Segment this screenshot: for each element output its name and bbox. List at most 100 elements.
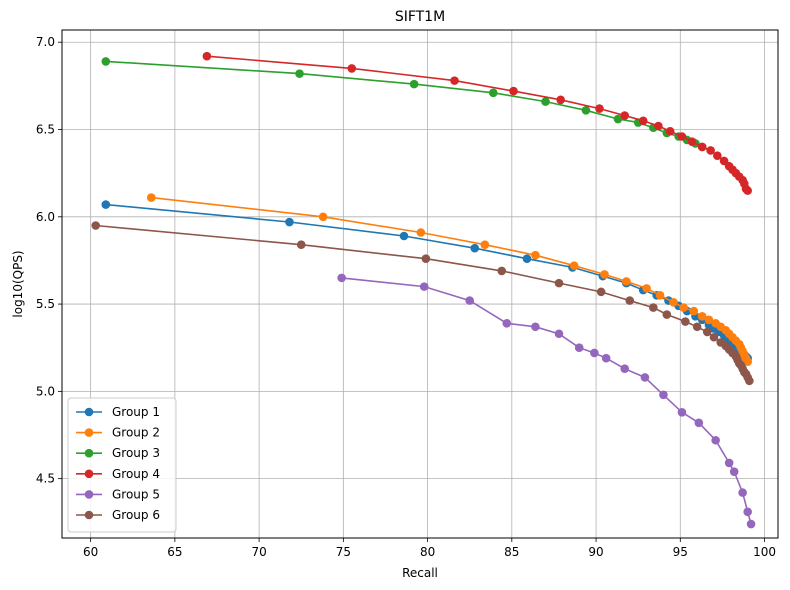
- data-point: [743, 507, 752, 517]
- data-point: [702, 327, 712, 337]
- data-point: [101, 57, 111, 66]
- y-tick-label: 4.5: [36, 472, 55, 486]
- data-point: [202, 51, 212, 61]
- data-point: [642, 284, 651, 293]
- data-point: [601, 353, 611, 363]
- legend-marker: [84, 407, 94, 417]
- data-point: [399, 231, 409, 241]
- y-axis-ticks: 4.5 5.0 5.5 6.0 6.5 7.0: [36, 35, 62, 486]
- data-point: [497, 266, 507, 276]
- data-point: [488, 88, 498, 98]
- data-point: [596, 287, 606, 297]
- x-tick-label: 100: [753, 545, 776, 559]
- data-point: [697, 142, 707, 152]
- data-point: [694, 418, 704, 428]
- data-point: [662, 310, 672, 319]
- x-axis-ticks: 60 65 70 75 80 85 90 95 100: [83, 538, 776, 559]
- data-point: [91, 221, 100, 230]
- legend-item: Group 4: [76, 467, 160, 481]
- data-point: [581, 106, 591, 115]
- legend-marker: [84, 510, 94, 520]
- data-point: [613, 114, 623, 124]
- data-point: [146, 193, 156, 202]
- legend-label: Group 1: [112, 405, 160, 419]
- series-4: [202, 51, 752, 195]
- data-point: [554, 329, 564, 339]
- data-point: [569, 261, 579, 270]
- legend-label: Group 5: [112, 487, 160, 501]
- y-tick-label: 5.0: [36, 384, 55, 398]
- data-point: [743, 357, 752, 366]
- data-point: [531, 322, 540, 332]
- data-point: [421, 254, 431, 263]
- data-point: [409, 79, 419, 89]
- data-point: [706, 146, 715, 155]
- data-point: [692, 322, 702, 332]
- y-axis-title: log10(QPS): [11, 250, 25, 317]
- data-point: [470, 243, 480, 253]
- data-point: [738, 488, 747, 497]
- data-point: [677, 408, 687, 417]
- legend: Group 1 Group 2 Group 3 Group 4 Group 5 Group…: [67, 397, 177, 533]
- data-point: [622, 277, 631, 286]
- data-point: [522, 254, 532, 263]
- x-axis-title: Recall: [402, 566, 438, 580]
- data-point: [590, 348, 599, 358]
- data-point: [677, 132, 687, 141]
- x-tick-label: 85: [504, 545, 519, 559]
- legend-marker: [84, 469, 94, 479]
- data-point: [640, 373, 650, 382]
- data-point: [285, 217, 294, 227]
- legend-item: Group 3: [76, 446, 160, 460]
- data-point: [419, 282, 429, 291]
- series-5: [337, 273, 756, 529]
- data-point: [649, 303, 658, 312]
- data-point: [502, 318, 512, 328]
- legend-marker: [84, 490, 94, 499]
- data-point: [574, 343, 584, 353]
- data-point: [595, 104, 604, 113]
- data-point: [347, 64, 357, 73]
- data-point: [745, 376, 754, 386]
- data-point: [625, 296, 635, 305]
- data-point: [679, 303, 688, 312]
- data-point: [450, 76, 459, 85]
- x-tick-label: 70: [251, 545, 266, 559]
- plot-frame: [61, 29, 779, 539]
- x-tick-label: 95: [673, 545, 688, 559]
- data-point: [620, 364, 629, 373]
- data-point: [687, 137, 697, 147]
- chart-title: SIFT1M: [395, 9, 445, 25]
- data-point: [465, 296, 474, 305]
- data-point: [416, 228, 426, 237]
- data-point: [659, 390, 668, 400]
- legend-box: [67, 397, 177, 533]
- data-point: [665, 126, 675, 136]
- data-point: [638, 116, 648, 126]
- legend-marker: [84, 428, 94, 437]
- x-tick-label: 90: [588, 545, 603, 559]
- data-point: [724, 458, 734, 468]
- legend-label: Group 3: [112, 446, 160, 460]
- x-tick-label: 60: [83, 545, 98, 559]
- x-tick-label: 80: [420, 545, 435, 559]
- data-point: [711, 435, 720, 445]
- legend-label: Group 2: [112, 426, 160, 440]
- data-point: [531, 250, 540, 260]
- data-point: [318, 212, 328, 222]
- data-point: [655, 291, 665, 300]
- data-point: [295, 69, 304, 78]
- legend-item: Group 6: [76, 508, 160, 522]
- data-point: [681, 317, 690, 326]
- y-tick-label: 7.0: [36, 35, 55, 49]
- data-point: [729, 467, 739, 476]
- data-point: [556, 95, 565, 105]
- legend-marker: [84, 448, 94, 458]
- data-point: [509, 86, 518, 96]
- data-point: [541, 97, 550, 106]
- series-2: [146, 193, 752, 366]
- data-point: [296, 240, 306, 250]
- data-point: [600, 270, 609, 279]
- y-tick-label: 6.0: [36, 210, 55, 224]
- data-point: [709, 332, 719, 342]
